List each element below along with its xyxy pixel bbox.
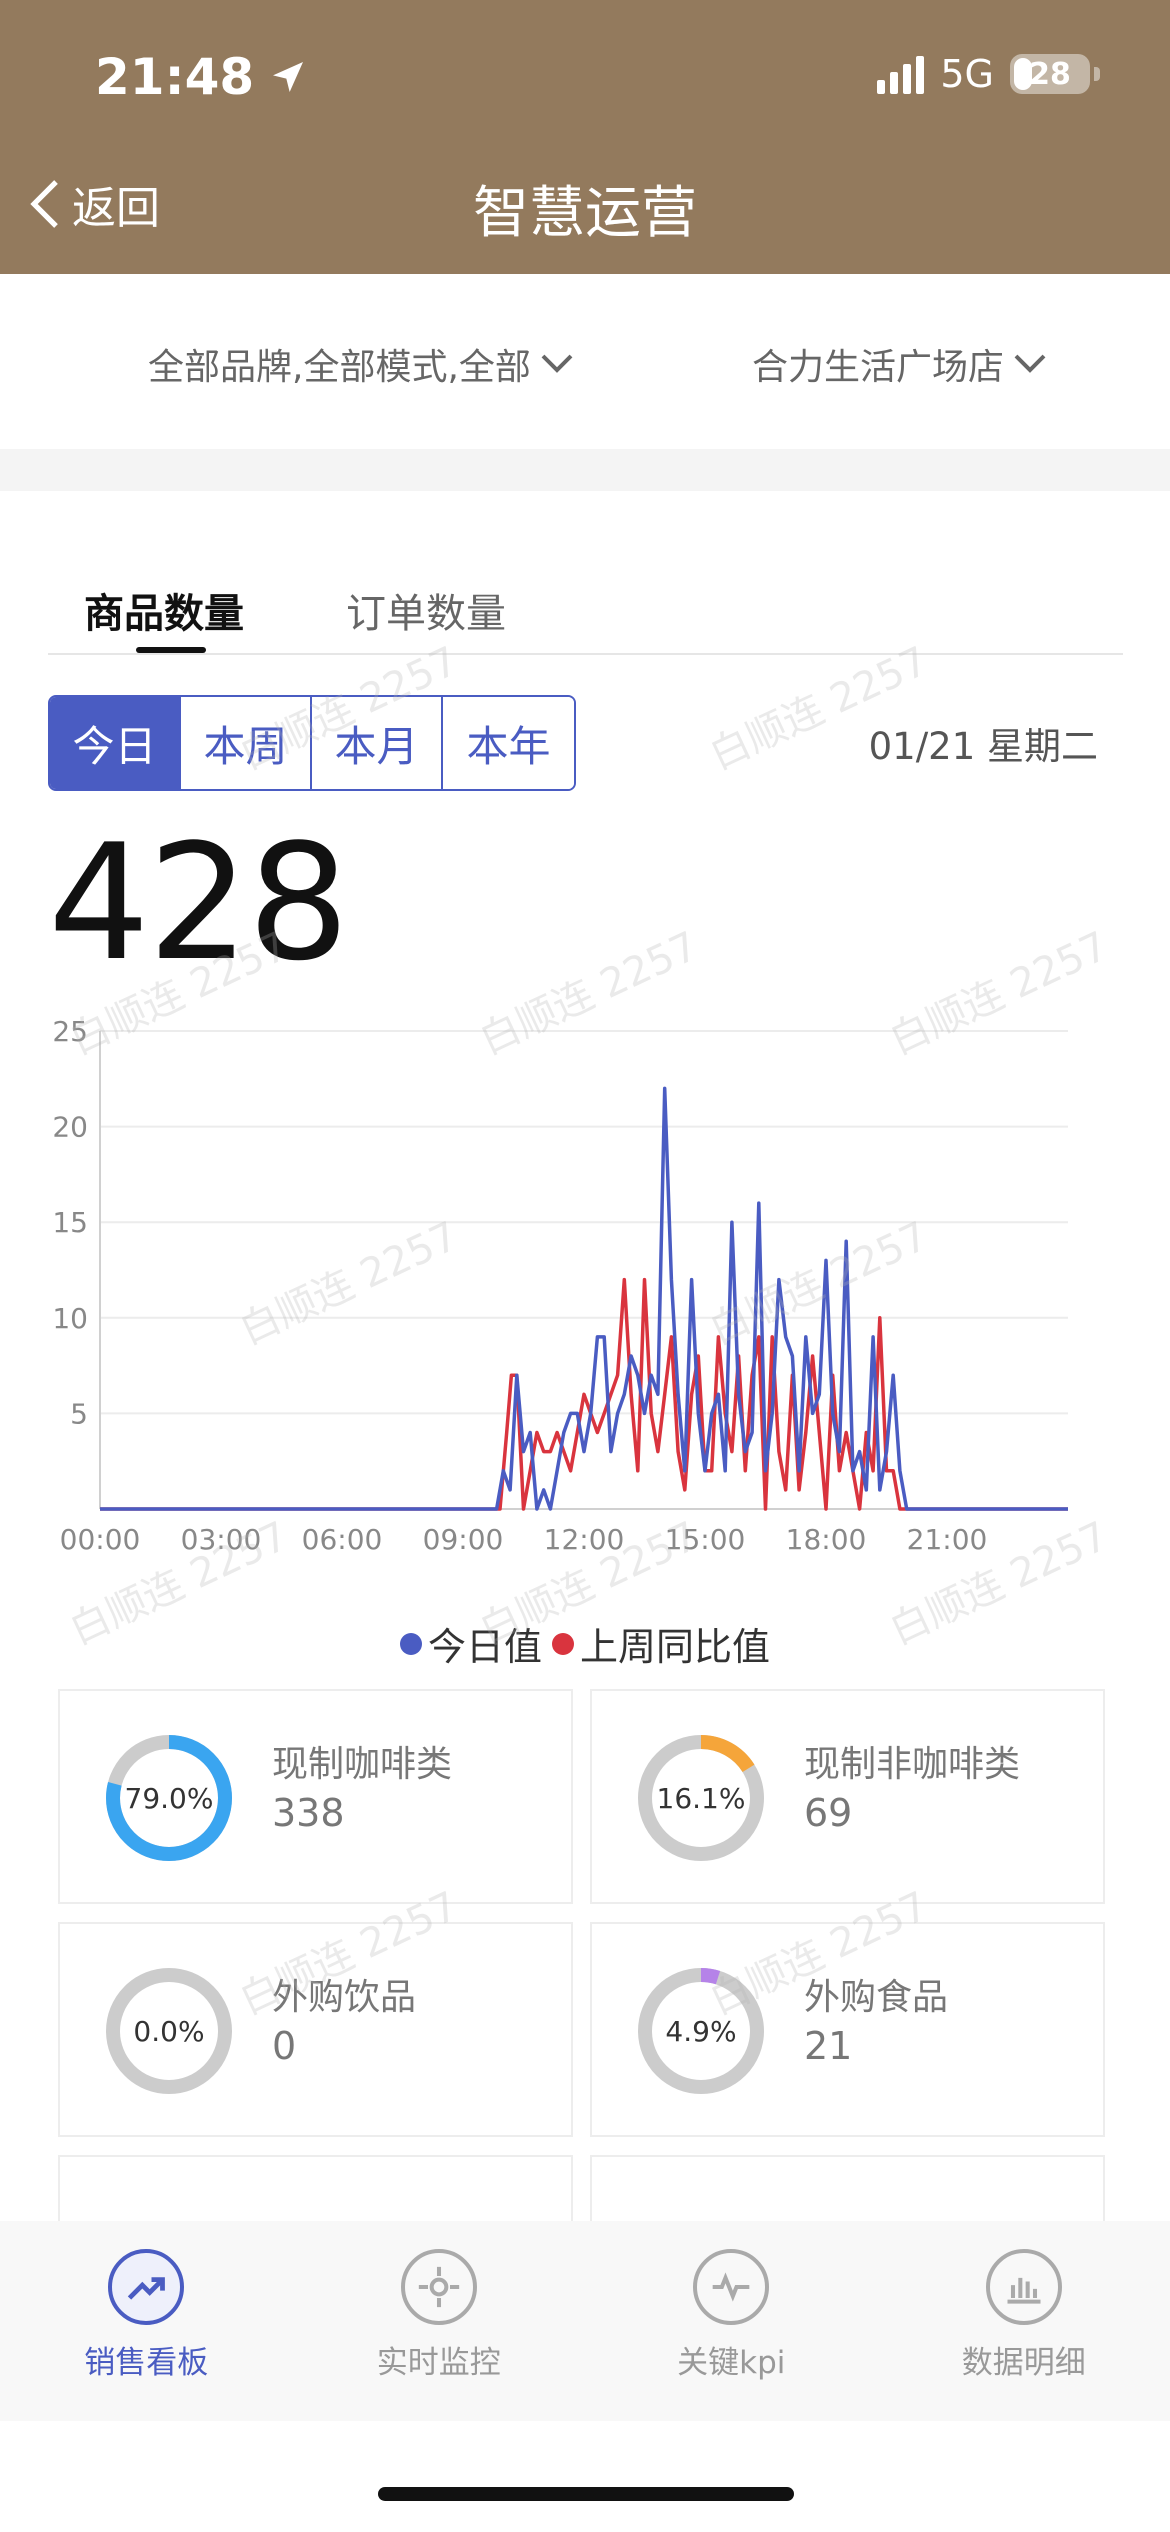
x-tick-label: 03:00 bbox=[181, 1523, 262, 1556]
store-filter-label: 合力生活广场店 bbox=[752, 347, 1005, 388]
brand-mode-filter-label: 全部品牌,全部模式,全部 bbox=[148, 347, 531, 388]
donut-arc bbox=[638, 1735, 764, 1861]
nav-label: 实时监控 bbox=[376, 2345, 501, 2381]
tab-bar: 商品数量 订单数量 bbox=[48, 581, 1123, 655]
chevron-left-icon bbox=[30, 180, 58, 228]
category-tile-partial[interactable] bbox=[590, 2155, 1105, 2225]
signal-icon bbox=[877, 54, 925, 94]
line-chart: 5 10 15 20 25 00:00 03:00 06:00 09:00 12:00 15:00 1… bbox=[52, 1015, 1068, 1556]
category-percent: 0.0% bbox=[133, 2014, 205, 2048]
home-indicator bbox=[378, 2487, 794, 2501]
category-name: 外购饮品 bbox=[272, 1977, 417, 2018]
active-tab-indicator bbox=[136, 647, 206, 653]
donut-ring bbox=[106, 1735, 232, 1861]
metrics-card: 商品数量 订单数量 今日 本周 本月 本年 01/21 星期二 428 5 10 1… bbox=[0, 491, 1170, 2225]
x-tick-label: 09:00 bbox=[423, 1523, 504, 1556]
tab-order-count[interactable]: 订单数量 bbox=[346, 591, 506, 637]
donut-ring bbox=[638, 1735, 764, 1861]
y-tick-label: 25 bbox=[52, 1015, 88, 1048]
category-value: 338 bbox=[272, 1791, 345, 1835]
brand-mode-filter[interactable]: 全部品牌,全部模式,全部 bbox=[148, 338, 573, 390]
x-tick-label: 15:00 bbox=[665, 1523, 746, 1556]
filter-bar: 全部品牌,全部模式,全部 合力生活广场店 bbox=[0, 274, 1170, 449]
category-percent: 16.1% bbox=[656, 1781, 746, 1815]
nav-label: 数据明细 bbox=[961, 2345, 1086, 2381]
donut-arc bbox=[638, 1968, 764, 2094]
location-arrow-icon bbox=[273, 62, 304, 92]
y-tick-label: 20 bbox=[52, 1111, 88, 1144]
chevron-down-icon bbox=[541, 354, 573, 373]
chevron-down-icon bbox=[1014, 354, 1046, 373]
donut-arc bbox=[106, 1735, 232, 1861]
status-time: 21:48 bbox=[95, 48, 308, 106]
y-tick-label: 10 bbox=[52, 1302, 88, 1335]
legend-label-last-week: 上周同比值 bbox=[580, 1625, 771, 1669]
category-tile[interactable]: 4.9% 外购食品 21 bbox=[590, 1922, 1105, 2137]
x-tick-label: 21:00 bbox=[907, 1523, 988, 1556]
date-label: 01/21 星期二 bbox=[868, 725, 1098, 768]
legend-dot-today bbox=[399, 1632, 422, 1655]
pulse-icon bbox=[693, 2249, 770, 2325]
battery-icon: 28 bbox=[1010, 54, 1100, 94]
nav-sales-dashboard[interactable]: 销售看板 bbox=[0, 2221, 293, 2421]
nav-label: 销售看板 bbox=[84, 2345, 209, 2381]
nav-key-kpi[interactable]: 关键kpi bbox=[585, 2221, 878, 2421]
category-name: 现制非咖啡类 bbox=[804, 1744, 1021, 1785]
back-button[interactable]: 返回 bbox=[28, 172, 160, 236]
nav-label: 关键kpi bbox=[677, 2345, 786, 2381]
donut-track bbox=[106, 1968, 232, 2094]
x-tick-label: 12:00 bbox=[544, 1523, 625, 1556]
category-percent: 4.9% bbox=[665, 2014, 737, 2048]
chart-legend: 今日值 上周同比值 bbox=[0, 1616, 1170, 1671]
series-line-last-week bbox=[100, 1277, 1068, 1511]
category-percent: 79.0% bbox=[124, 1781, 214, 1815]
page-title: 智慧运营 bbox=[473, 181, 697, 246]
store-filter[interactable]: 合力生活广场店 bbox=[752, 338, 1046, 390]
category-value: 69 bbox=[804, 1791, 853, 1835]
y-tick-label: 5 bbox=[70, 1397, 88, 1430]
legend-label-today: 今日值 bbox=[427, 1625, 542, 1669]
legend-item-last-week[interactable]: 上周同比值 bbox=[552, 1616, 770, 1671]
nav-data-detail[interactable]: 数据明细 bbox=[878, 2221, 1170, 2421]
header: 21:48 5G 28 返回 智慧运营 bbox=[0, 0, 1170, 274]
x-tick-label: 18:00 bbox=[786, 1523, 867, 1556]
section-divider bbox=[0, 449, 1170, 491]
category-value: 0 bbox=[272, 2024, 297, 2068]
period-week-button[interactable]: 本周 bbox=[181, 697, 312, 789]
nav-realtime-monitor[interactable]: 实时监控 bbox=[293, 2221, 586, 2421]
period-year-button[interactable]: 本年 bbox=[443, 697, 574, 789]
category-value: 21 bbox=[804, 2024, 853, 2068]
period-today-button[interactable]: 今日 bbox=[50, 697, 181, 789]
legend-dot-last-week bbox=[552, 1632, 574, 1655]
category-name: 外购食品 bbox=[804, 1977, 949, 2018]
period-month-button[interactable]: 本月 bbox=[312, 697, 443, 789]
battery-level: 28 bbox=[1029, 56, 1071, 92]
category-tile[interactable]: 79.0% 现制咖啡类 338 bbox=[58, 1689, 573, 1904]
category-name: 现制咖啡类 bbox=[272, 1744, 453, 1785]
bar-chart-icon bbox=[985, 2249, 1062, 2325]
donut-ring bbox=[638, 1968, 764, 2094]
legend-item-today[interactable]: 今日值 bbox=[399, 1616, 542, 1671]
tab-item-count[interactable]: 商品数量 bbox=[84, 591, 244, 637]
total-value: 428 bbox=[48, 809, 349, 996]
donut-ring bbox=[106, 1968, 232, 2094]
series-line-today bbox=[100, 1086, 1068, 1511]
x-tick-label: 00:00 bbox=[60, 1523, 141, 1556]
bottom-nav: 销售看板 实时监控 关键kpi 数据明细 bbox=[0, 2221, 1170, 2421]
target-icon bbox=[400, 2249, 477, 2325]
category-tile[interactable]: 16.1% 现制非咖啡类 69 bbox=[590, 1689, 1105, 1904]
category-tile-partial[interactable] bbox=[58, 2155, 573, 2225]
status-time-text: 21:48 bbox=[95, 48, 255, 106]
y-tick-label: 15 bbox=[52, 1206, 88, 1239]
network-label: 5G bbox=[940, 52, 994, 96]
back-label: 返回 bbox=[72, 183, 160, 234]
status-icons: 5G 28 bbox=[877, 52, 1100, 96]
period-selector: 今日 本周 本月 本年 bbox=[48, 695, 576, 791]
trend-icon bbox=[108, 2249, 185, 2325]
x-tick-label: 06:00 bbox=[302, 1523, 383, 1556]
category-tile[interactable]: 0.0% 外购饮品 0 bbox=[58, 1922, 573, 2137]
